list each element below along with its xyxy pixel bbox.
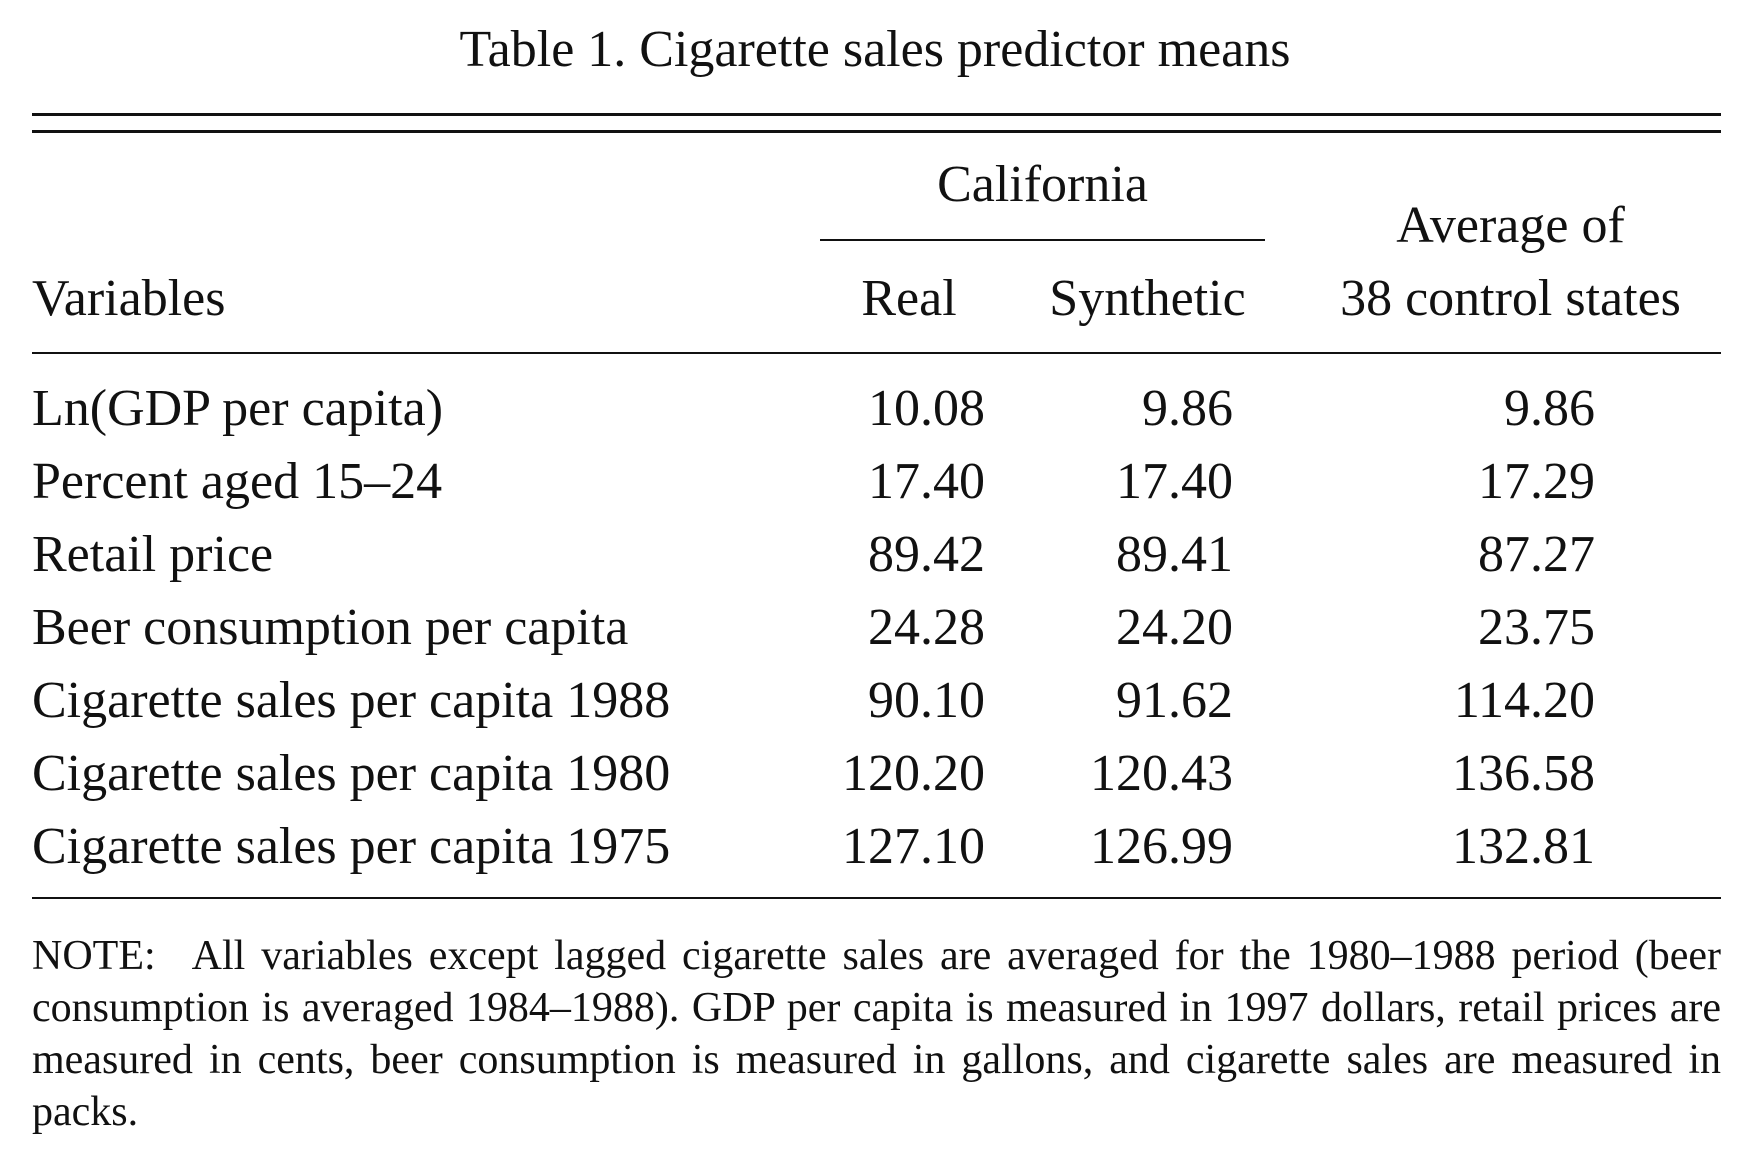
table-row: Cigarette sales per capita 1988 90.10 91…	[0, 664, 1750, 737]
table-row: Ln(GDP per capita) 10.08 9.86 9.86	[0, 372, 1750, 445]
note-text: All variables except lagged cigarette sa…	[32, 933, 1721, 1135]
synthetic-value: 17.40	[1116, 453, 1233, 510]
average-value: 136.58	[1452, 745, 1595, 802]
row-label: Beer consumption per capita	[32, 599, 629, 656]
average-value: 23.75	[1478, 599, 1595, 656]
header-rule	[32, 352, 1721, 354]
row-label: Cigarette sales per capita 1988	[32, 672, 671, 729]
synthetic-value: 91.62	[1116, 672, 1233, 729]
real-value: 127.10	[842, 818, 985, 875]
row-label: Cigarette sales per capita 1975	[32, 818, 671, 875]
synthetic-value: 9.86	[1142, 380, 1233, 437]
table-row: Percent aged 15–24 17.40 17.40 17.29	[0, 445, 1750, 518]
real-value: 120.20	[842, 745, 985, 802]
row-label: Cigarette sales per capita 1980	[32, 745, 671, 802]
top-rule-lower	[32, 130, 1721, 133]
average-value: 9.86	[1504, 380, 1595, 437]
table-note: NOTE: All variables except lagged cigaret…	[32, 930, 1721, 1138]
average-value: 132.81	[1452, 818, 1595, 875]
synthetic-value: 126.99	[1090, 818, 1233, 875]
real-value: 90.10	[868, 672, 985, 729]
real-value: 10.08	[868, 380, 985, 437]
real-value: 89.42	[868, 526, 985, 583]
header-average-line2: 38 control states	[1340, 270, 1681, 327]
note-label: NOTE:	[32, 933, 156, 979]
synthetic-value: 120.43	[1090, 745, 1233, 802]
header-synthetic: Synthetic	[1049, 270, 1246, 327]
table-row: Retail price 89.42 89.41 87.27	[0, 518, 1750, 591]
average-value: 114.20	[1453, 672, 1595, 729]
header-variables: Variables	[32, 270, 226, 327]
real-value: 24.28	[868, 599, 985, 656]
top-rule-upper	[32, 113, 1721, 116]
california-span-rule	[820, 239, 1265, 241]
synthetic-value: 24.20	[1116, 599, 1233, 656]
average-value: 87.27	[1478, 526, 1595, 583]
real-value: 17.40	[868, 453, 985, 510]
table-title: Table 1. Cigarette sales predictor means	[459, 21, 1291, 78]
header-average-line1: Average of	[1396, 197, 1625, 254]
row-label: Percent aged 15–24	[32, 453, 443, 510]
table-row: Cigarette sales per capita 1975 127.10 1…	[0, 810, 1750, 883]
bottom-rule	[32, 897, 1721, 899]
table-row: Beer consumption per capita 24.28 24.20 …	[0, 591, 1750, 664]
row-label: Ln(GDP per capita)	[32, 380, 444, 437]
synthetic-value: 89.41	[1116, 526, 1233, 583]
row-label: Retail price	[32, 526, 274, 583]
average-value: 17.29	[1478, 453, 1595, 510]
table-row: Cigarette sales per capita 1980 120.20 1…	[0, 737, 1750, 810]
table-body: Ln(GDP per capita) 10.08 9.86 9.86 Perce…	[0, 372, 1750, 883]
header-california: California	[937, 156, 1148, 213]
header-real: Real	[861, 270, 957, 327]
